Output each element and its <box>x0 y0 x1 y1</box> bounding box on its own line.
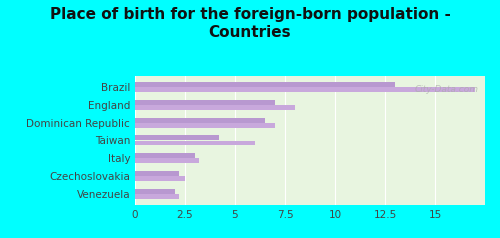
Bar <box>135 100 275 105</box>
Bar <box>135 123 275 128</box>
Bar <box>135 87 475 92</box>
Bar <box>135 135 219 140</box>
Text: Place of birth for the foreign-born population -
Countries: Place of birth for the foreign-born popu… <box>50 7 450 40</box>
Bar <box>135 82 395 87</box>
Bar <box>135 140 255 145</box>
Bar <box>135 153 195 158</box>
Bar <box>135 171 179 176</box>
Bar <box>135 176 185 181</box>
Bar <box>135 194 179 199</box>
Bar <box>135 105 295 110</box>
Text: City-Data.com: City-Data.com <box>415 85 479 94</box>
Bar <box>135 118 265 123</box>
Bar <box>135 189 175 194</box>
Bar <box>135 158 199 163</box>
